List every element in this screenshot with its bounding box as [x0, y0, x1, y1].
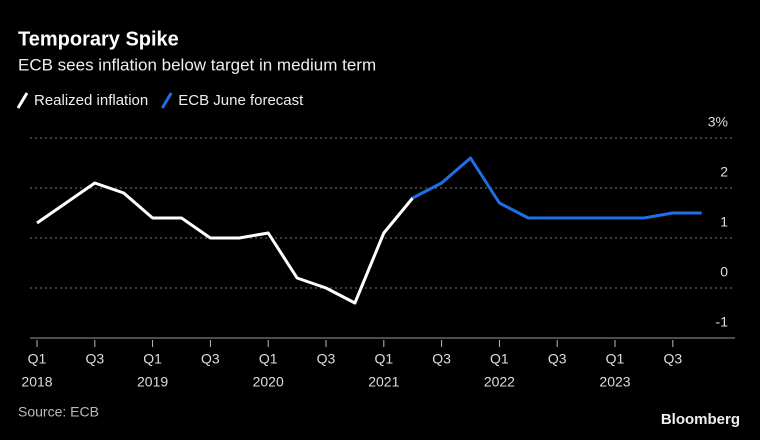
y-tick-label: 2 [720, 164, 728, 180]
series-line [36, 181, 414, 305]
y-tick-label: -1 [716, 314, 729, 330]
legend-label: ECB June forecast [178, 92, 304, 109]
brand: Bloomberg [661, 411, 740, 428]
x-tick-label: Q3 [85, 351, 104, 367]
x-tick-label: Q1 [28, 351, 47, 367]
legend-swatch [16, 92, 29, 109]
y-tick-label: 3% [708, 114, 728, 130]
source: Source: ECB [18, 404, 99, 420]
chart-subtitle: ECB sees inflation below target in mediu… [18, 55, 376, 74]
x-tick-label: Q3 [201, 351, 220, 367]
year-label: 2023 [599, 374, 630, 390]
year-label: 2020 [253, 374, 284, 390]
x-tick-label: Q1 [490, 351, 509, 367]
x-tick-label: Q3 [432, 351, 451, 367]
x-tick-label: Q3 [548, 351, 567, 367]
series-line [412, 156, 702, 220]
y-tick-label: 1 [720, 214, 728, 230]
x-tick-label: Q1 [143, 351, 162, 367]
chart-title: Temporary Spike [18, 28, 179, 50]
year-label: 2018 [21, 374, 52, 390]
year-label: 2022 [484, 374, 515, 390]
year-label: 2019 [137, 374, 168, 390]
x-tick-label: Q1 [606, 351, 625, 367]
x-tick-label: Q3 [317, 351, 336, 367]
legend-swatch [160, 92, 173, 109]
x-tick-label: Q1 [374, 351, 393, 367]
legend-label: Realized inflation [34, 92, 148, 109]
year-label: 2021 [368, 374, 399, 390]
x-tick-label: Q1 [259, 351, 278, 367]
y-tick-label: 0 [720, 264, 728, 280]
x-tick-label: Q3 [663, 351, 682, 367]
